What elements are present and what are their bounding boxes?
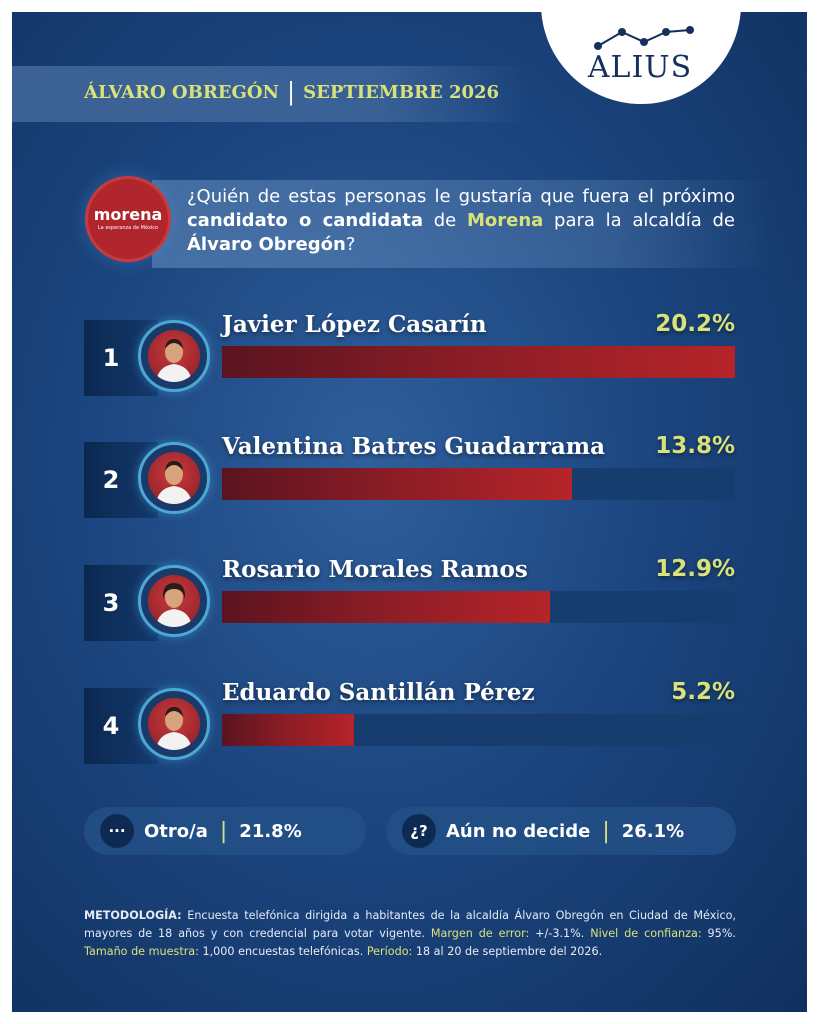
candidate-name: Javier López Casarín — [222, 311, 487, 338]
header-band — [12, 66, 532, 122]
other-label: Otro/a — [144, 820, 208, 842]
header: ÁLVARO OBREGÓN | SEPTIEMBRE 2026 — [84, 78, 499, 106]
bar — [222, 468, 572, 500]
rank-number: 3 — [102, 589, 120, 617]
candidate-percentage: 12.9% — [655, 556, 735, 582]
other-value: 21.8% — [239, 820, 302, 842]
undecided-value: 26.1% — [621, 820, 685, 842]
question-mark-icon: ¿? — [402, 814, 436, 848]
bar — [222, 591, 550, 623]
person-icon — [156, 583, 192, 627]
undecided-label: Aún no decide — [446, 820, 591, 842]
party-logo: morena La esperanza de México — [85, 176, 171, 262]
question-party: Morena — [466, 210, 544, 231]
candidate-photo — [138, 565, 210, 637]
infographic-frame: ALIUS ÁLVARO OBREGÓN | SEPTIEMBRE 2026 m… — [12, 12, 807, 1012]
bar-track — [222, 591, 735, 623]
candidate-percentage: 20.2% — [655, 311, 735, 337]
question-place: Álvaro Obregón — [187, 234, 346, 255]
rank-number: 2 — [102, 466, 120, 494]
question-bold: candidato o candidata — [187, 210, 424, 231]
methodology-note: METODOLOGÍA: Encuesta telefónica dirigid… — [84, 909, 736, 958]
candidate-row: 1 Javier López Casarín 20.2% — [12, 310, 807, 410]
candidate-row: 4 Eduardo Santillán Pérez 5.2% — [12, 678, 807, 778]
ellipsis-icon: ··· — [100, 814, 134, 848]
candidate-photo — [138, 442, 210, 514]
pill-separator: | — [219, 818, 228, 844]
candidate-photo — [138, 688, 210, 760]
undecided-pill: ¿? Aún no decide | 26.1% — [386, 807, 736, 855]
party-logo-tagline: La esperanza de México — [97, 225, 159, 231]
rank-number: 4 — [102, 712, 120, 740]
candidate-name: Valentina Batres Guadarrama — [222, 433, 606, 460]
bar-track — [222, 714, 735, 746]
candidate-row: 2 Valentina Batres Guadarrama 13.8% — [12, 432, 807, 532]
person-icon — [156, 461, 192, 504]
rank-number: 1 — [102, 344, 120, 372]
bar-track — [222, 468, 735, 500]
header-date: SEPTIEMBRE 2026 — [303, 81, 500, 103]
candidate-row: 3 Rosario Morales Ramos 12.9% — [12, 555, 807, 655]
person-icon — [156, 339, 192, 382]
bar — [222, 714, 354, 746]
other-pill: ··· Otro/a | 21.8% — [84, 807, 366, 855]
candidate-percentage: 13.8% — [655, 433, 735, 459]
header-separator: | — [287, 78, 296, 106]
bar — [222, 346, 735, 378]
candidate-name: Rosario Morales Ramos — [222, 556, 528, 583]
pill-separator: | — [602, 818, 610, 844]
candidate-photo — [138, 320, 210, 392]
party-logo-name: morena — [93, 205, 163, 224]
survey-question: ¿Quién de estas personas le gustaría que… — [187, 186, 735, 255]
candidate-name: Eduardo Santillán Pérez — [222, 679, 535, 706]
brand-name: ALIUS — [587, 50, 693, 85]
question-band — [152, 180, 772, 268]
bar-track — [222, 346, 735, 378]
brand-network-icon — [594, 26, 694, 50]
person-icon — [156, 707, 192, 750]
header-place: ÁLVARO OBREGÓN — [84, 81, 280, 103]
candidate-percentage: 5.2% — [671, 679, 735, 705]
